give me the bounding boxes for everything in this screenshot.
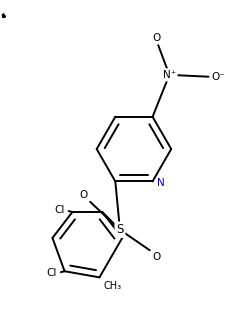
Text: O: O [152,33,160,43]
Text: CH₃: CH₃ [103,281,121,291]
Text: O: O [79,190,87,200]
Text: O⁻: O⁻ [211,72,225,82]
Text: Cl: Cl [54,205,65,215]
Text: O: O [153,252,161,262]
Text: Cl: Cl [47,268,57,278]
Text: S: S [116,223,124,236]
Text: N: N [157,178,165,188]
Text: N⁺: N⁺ [163,70,176,80]
